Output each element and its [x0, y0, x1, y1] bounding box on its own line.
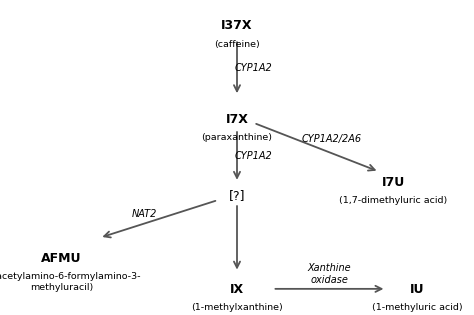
Text: I7X: I7X	[226, 113, 248, 126]
Text: IX: IX	[230, 283, 244, 296]
Text: NAT2: NAT2	[132, 209, 157, 219]
Text: (caffeine): (caffeine)	[214, 40, 260, 49]
Text: Xanthine
oxidase: Xanthine oxidase	[308, 263, 351, 285]
Text: CYP1A2: CYP1A2	[235, 63, 273, 73]
Text: (5-acetylamino-6-formylamino-3-
methyluracil): (5-acetylamino-6-formylamino-3- methylur…	[0, 272, 140, 292]
Text: (1-methyluric acid): (1-methyluric acid)	[372, 303, 463, 312]
Text: I37X: I37X	[221, 19, 253, 32]
Text: IU: IU	[410, 283, 424, 296]
Text: I7U: I7U	[382, 176, 405, 189]
Text: CYP1A2/2A6: CYP1A2/2A6	[302, 134, 362, 144]
Text: (paraxanthine): (paraxanthine)	[201, 133, 273, 141]
Text: AFMU: AFMU	[41, 252, 82, 265]
Text: [?]: [?]	[229, 189, 245, 202]
Text: (1,7-dimethyluric acid): (1,7-dimethyluric acid)	[339, 196, 447, 204]
Text: (1-methylxanthine): (1-methylxanthine)	[191, 303, 283, 312]
Text: CYP1A2: CYP1A2	[235, 151, 273, 161]
